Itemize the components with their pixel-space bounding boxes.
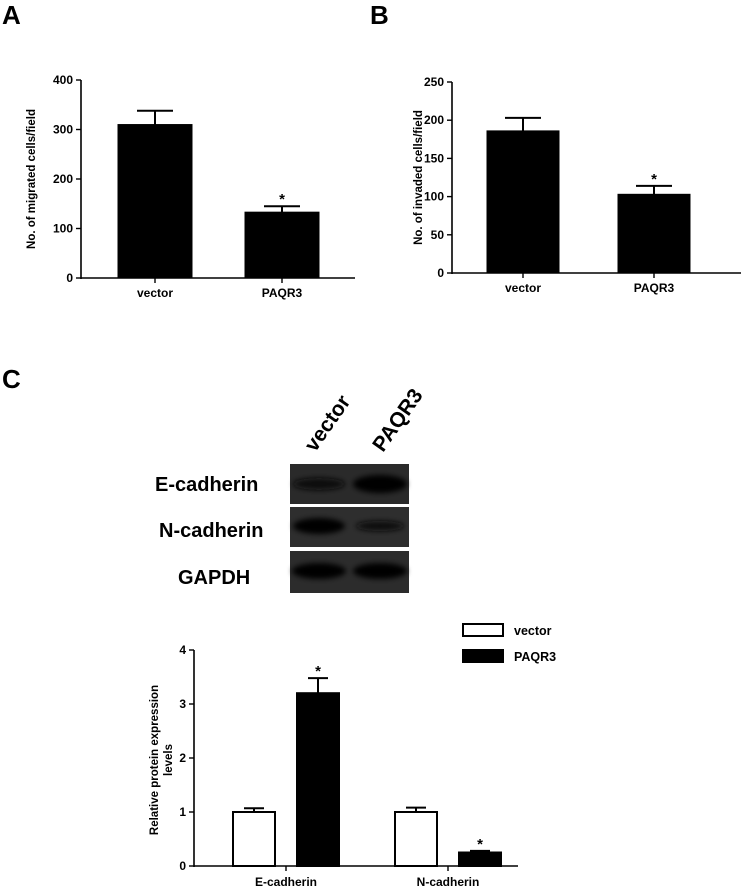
y-tick-label: 4 (179, 643, 186, 657)
protein-expression-bar-chart: 0 1 2 3 4 Relative protein expression levels * E… (149, 623, 556, 886)
y-tick-label: 0 (437, 266, 444, 280)
band-n-cadherin-vector (293, 518, 345, 534)
y-axis-label: No. of migrated cells/field (26, 109, 38, 249)
y-tick-label: 1 (179, 805, 186, 819)
x-tick-label: PAQR3 (262, 286, 303, 300)
panel-letter-a: A (2, 0, 21, 30)
y-tick-label: 0 (66, 271, 73, 285)
y-tick-label: 200 (424, 113, 444, 127)
x-tick-label: PAQR3 (634, 281, 675, 295)
invasion-bar-chart: 0 50 100 150 200 250 No. of invaded cells/fiel… (413, 75, 741, 295)
bar-paqr3-e-cadherin (296, 692, 340, 867)
y-tick-label: 0 (179, 859, 186, 873)
migration-bar-chart: 0 100 200 300 400 No. of migrated cells/field… (26, 73, 355, 300)
x-tick-label: N-cadherin (417, 875, 480, 886)
western-blot: vector PAQR3 E-cadherin N-cadherin GAPDH (155, 385, 428, 593)
band-e-cadherin-paqr3 (353, 475, 407, 493)
x-tick-label: E-cadherin (255, 875, 317, 886)
bar-paqr3-n-cadherin (458, 851, 502, 867)
y-tick-label: 2 (179, 751, 186, 765)
bar-vector-n-cadherin (394, 811, 438, 867)
band-e-cadherin-vector (293, 478, 345, 490)
y-tick-label: 100 (424, 190, 444, 204)
y-tick-label: 400 (53, 73, 73, 87)
y-axis-label: Relative protein expression levels (149, 685, 175, 835)
y-tick-label: 200 (53, 172, 73, 186)
blot-lane-label-paqr3: PAQR3 (368, 385, 427, 456)
panel-letter-c: C (2, 364, 21, 394)
band-gapdh-paqr3 (353, 563, 407, 579)
blot-row-label-gapdh: GAPDH (178, 567, 250, 589)
significance-marker: * (477, 836, 483, 853)
bar-vector (117, 124, 193, 279)
y-tick-label: 100 (53, 222, 73, 236)
y-tick-label: 250 (424, 75, 444, 89)
blot-row-label-e-cadherin: E-cadherin (155, 474, 258, 496)
bar-paqr3 (617, 193, 691, 274)
legend-swatch-vector (462, 623, 504, 637)
significance-marker: * (651, 171, 657, 188)
y-tick-label: 50 (431, 228, 445, 242)
legend-label-paqr3: PAQR3 (514, 650, 556, 664)
bar-vector-e-cadherin (232, 811, 276, 867)
bar-vector (486, 130, 560, 274)
legend-label-vector: vector (514, 624, 552, 638)
y-tick-label: 150 (424, 151, 444, 165)
y-axis-label: No. of invaded cells/field (413, 110, 425, 245)
blot-strip-gapdh (290, 551, 409, 593)
x-tick-label: vector (505, 281, 541, 295)
significance-marker: * (315, 663, 321, 680)
panel-letter-b: B (370, 0, 389, 30)
legend-swatch-paqr3 (462, 649, 504, 663)
blot-lane-label-vector: vector (300, 391, 355, 456)
blot-strip-e-cadherin (290, 464, 409, 504)
band-n-cadherin-paqr3 (356, 521, 404, 531)
y-tick-label: 300 (53, 123, 73, 137)
y-tick-label: 3 (179, 697, 186, 711)
x-tick-label: vector (137, 286, 173, 300)
band-gapdh-vector (292, 563, 346, 579)
blot-strip-n-cadherin (290, 507, 409, 547)
bar-paqr3 (244, 211, 320, 279)
significance-marker: * (279, 191, 285, 208)
blot-row-label-n-cadherin: N-cadherin (159, 520, 263, 542)
